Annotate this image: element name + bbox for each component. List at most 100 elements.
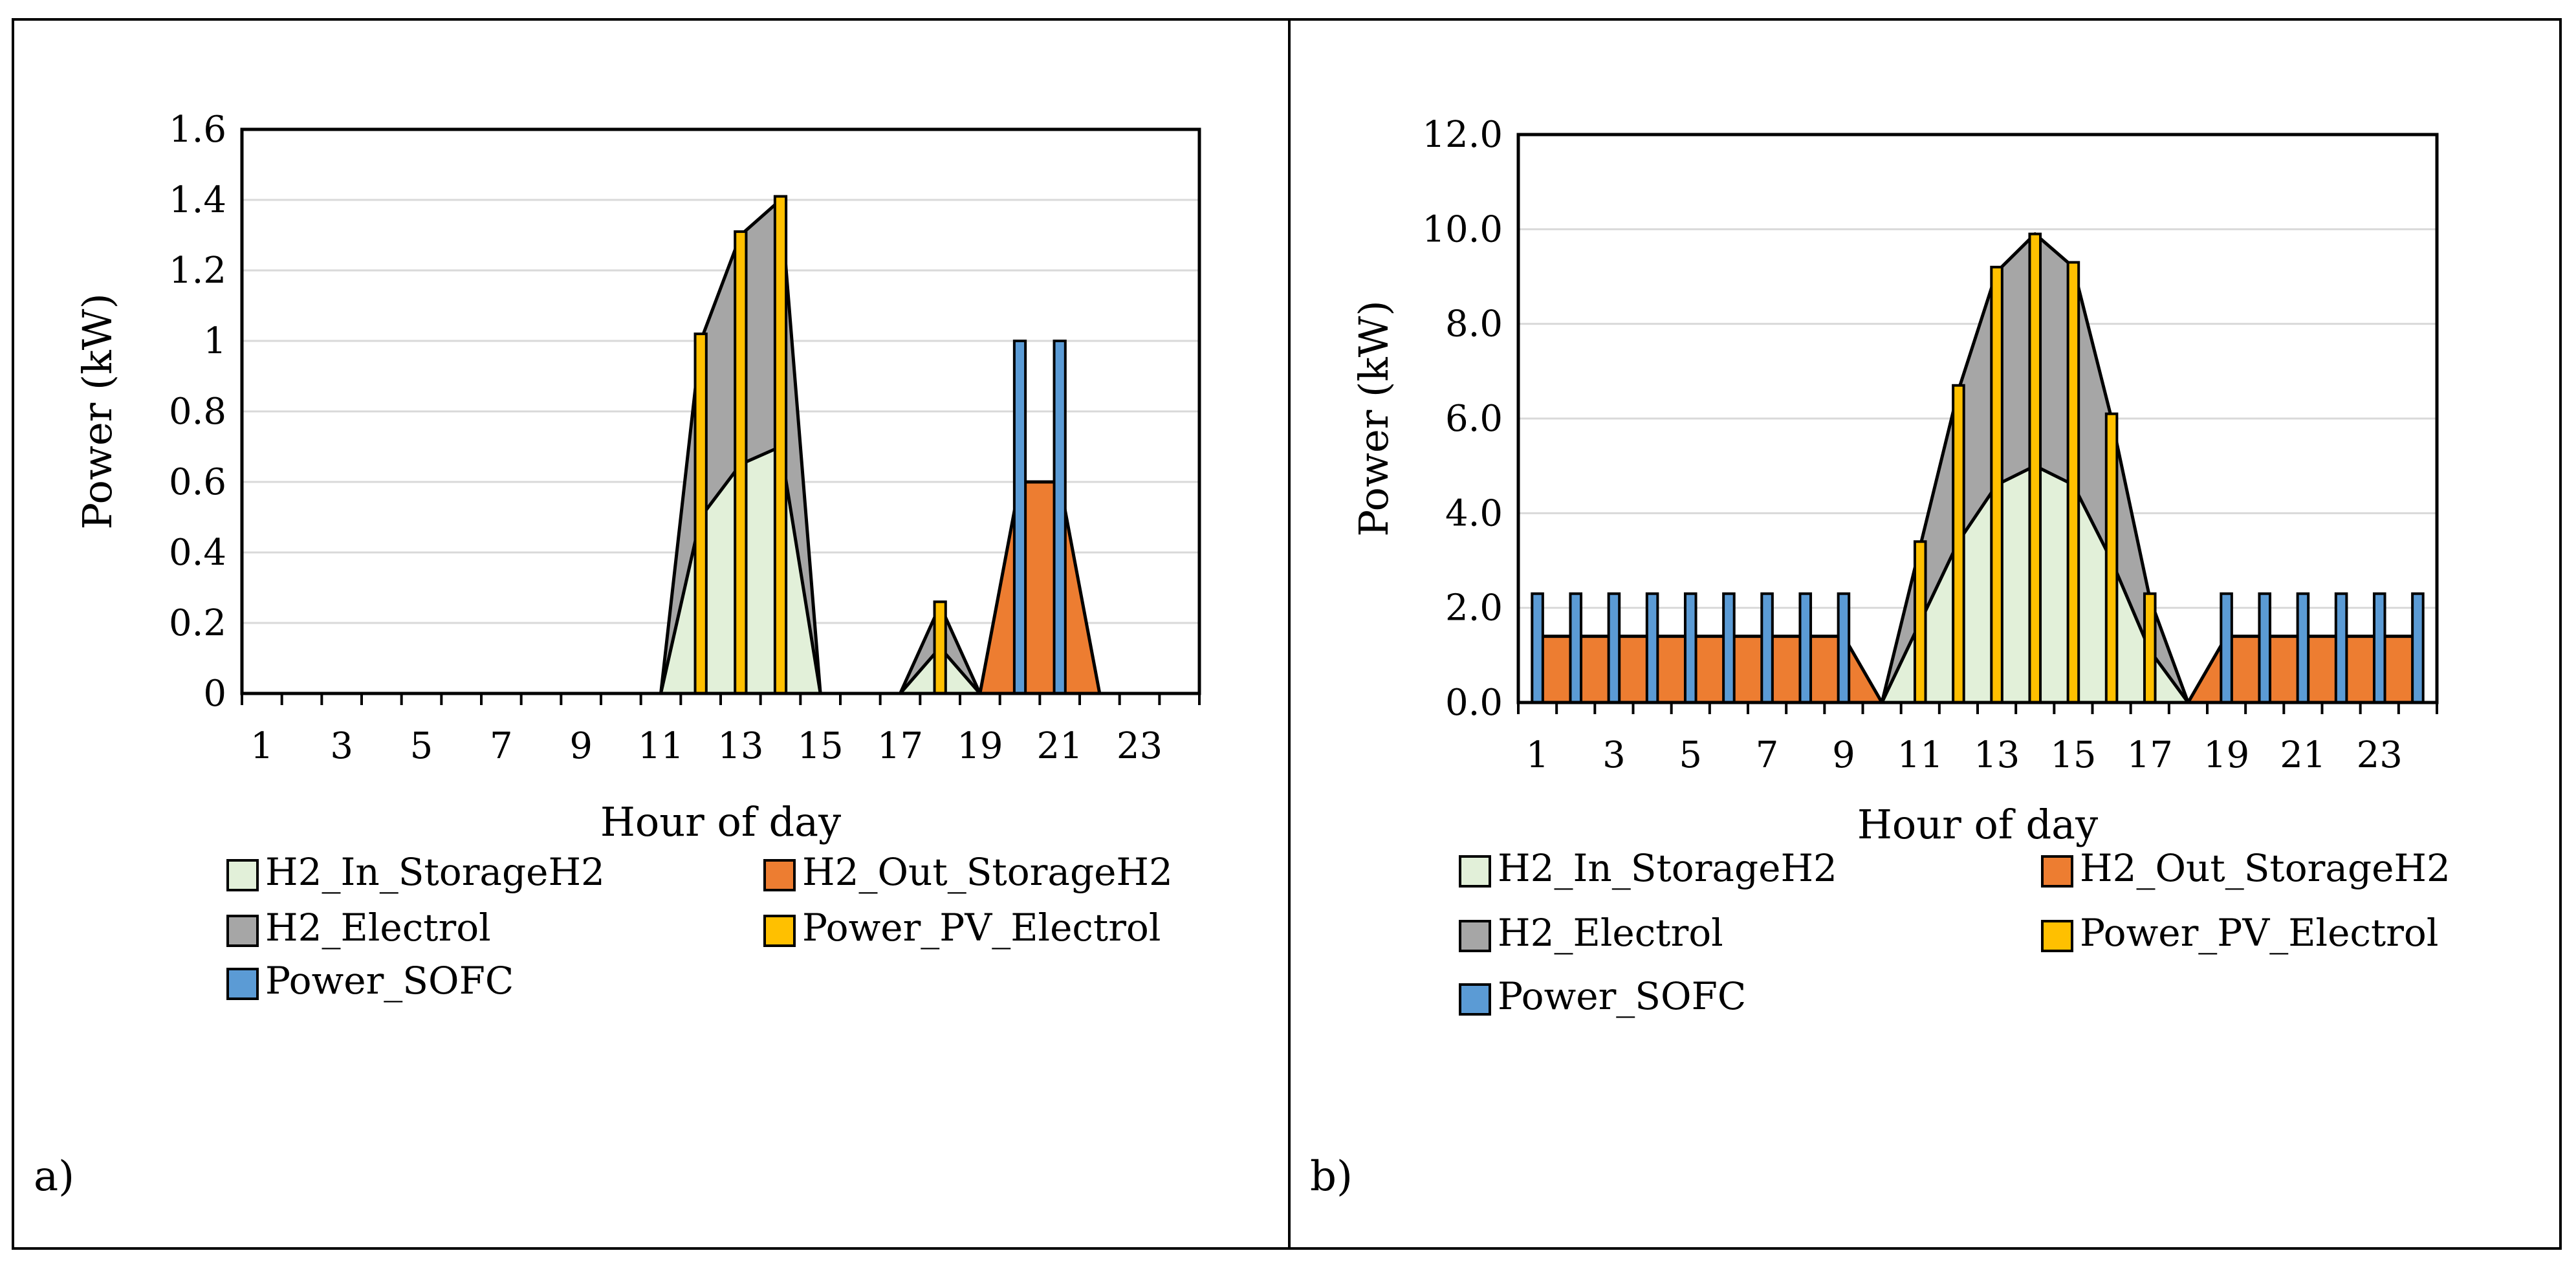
chart-a-y-tick-label: 0.4 — [169, 532, 226, 574]
chart-b-bar-power-pv-electrol — [2066, 261, 2080, 704]
chart-b-legend-label: Power_PV_Electrol — [2080, 911, 2438, 955]
chart-a-y-tick-label: 0.6 — [169, 461, 226, 503]
chart-a-legend-item: H2_Electrol — [226, 906, 491, 950]
panel-divider — [1288, 18, 1291, 1250]
chart-b-legend-swatch — [1459, 855, 1491, 888]
chart-a-legend-swatch — [226, 915, 259, 947]
chart-b-bar-power-pv-electrol — [1990, 265, 2003, 704]
chart-a-x-tick-label: 21 — [1037, 725, 1083, 767]
chart-b-bar-power-sofc — [1760, 592, 1774, 704]
chart-b-legend-label: H2_Electrol — [1498, 911, 1723, 955]
chart-b-bar-power-sofc — [1531, 592, 1544, 704]
chart-b-bar-power-pv-electrol — [1952, 384, 1965, 704]
chart-b-y-axis-title: Power (kW) — [1350, 300, 1397, 536]
chart-a-x-tick-label: 5 — [410, 725, 433, 767]
chart-a-legend-label: Power_SOFC — [265, 959, 514, 1003]
chart-a-y-tick-label: 1.4 — [169, 179, 226, 221]
figure-frame — [12, 18, 2562, 1250]
chart-b-legend-item: Power_SOFC — [1459, 974, 1746, 1018]
chart-b-bar-power-pv-electrol — [2104, 412, 2119, 704]
chart-b-y-tick-label: 2.0 — [1445, 587, 1503, 629]
chart-b-x-tick-label: 7 — [1756, 734, 1779, 776]
chart-a-bar-power-pv-electrol — [933, 600, 947, 695]
chart-b-bar-power-sofc — [2372, 592, 2386, 704]
chart-b-legend-swatch — [1459, 920, 1491, 952]
chart-b-x-tick-label: 21 — [2280, 734, 2326, 776]
chart-b-x-tick-label: 9 — [1832, 734, 1855, 776]
chart-b-legend-label: H2_Out_StorageH2 — [2080, 846, 2450, 890]
chart-b-legend-item: Power_PV_Electrol — [2041, 911, 2438, 955]
chart-a-y-tick-label: 1.2 — [169, 250, 226, 292]
chart-a-x-axis-title: Hour of day — [600, 798, 841, 845]
chart-a-legend-item: H2_Out_StorageH2 — [763, 850, 1173, 894]
chart-b-legend-swatch — [1459, 983, 1491, 1016]
chart-a-x-tick-label: 23 — [1117, 725, 1162, 767]
chart-b-x-tick-label: 11 — [1897, 734, 1943, 776]
chart-a-x-tick-label: 3 — [330, 725, 353, 767]
chart-b-x-tick-label: 15 — [2050, 734, 2096, 776]
chart-b-legend-swatch — [2041, 920, 2073, 952]
chart-a-x-tick-label: 13 — [717, 725, 763, 767]
chart-b-legend-label: Power_SOFC — [1498, 974, 1746, 1018]
chart-b-x-tick-label: 3 — [1602, 734, 1626, 776]
chart-a-x-tick-label: 11 — [638, 725, 684, 767]
chart-a-legend-label: H2_Electrol — [265, 906, 491, 950]
chart-a-y-tick-label: 0.2 — [169, 602, 226, 644]
chart-a-legend-swatch — [226, 859, 259, 891]
chart-b-y-tick-label: 6.0 — [1445, 398, 1503, 440]
chart-b-bar-power-sofc — [1683, 592, 1697, 704]
chart-b-bar-power-sofc — [1837, 592, 1851, 704]
chart-a-x-tick-label: 9 — [569, 725, 593, 767]
chart-a-legend-item: Power_SOFC — [226, 959, 514, 1003]
chart-b-x-tick-label: 1 — [1526, 734, 1549, 776]
chart-a-legend-item: H2_In_StorageH2 — [226, 850, 605, 894]
chart-b-legend-swatch — [2041, 855, 2073, 888]
chart-a-bar-power-sofc — [1012, 340, 1027, 695]
chart-b-x-tick-label: 19 — [2203, 734, 2249, 776]
chart-a-legend-swatch — [763, 859, 796, 891]
chart-a-x-tick-label: 19 — [957, 725, 1003, 767]
chart-panel-b: 0.0 2.0 4.0 6.0 8.0 10.0 12.0 1 3 5 7 9 11 13 15 17 19 21… — [1291, 21, 2559, 1247]
chart-b-bar-power-sofc — [2220, 592, 2233, 704]
chart-b-y-tick-label: 12.0 — [1422, 114, 1503, 156]
chart-b-bar-power-pv-electrol — [1913, 540, 1927, 704]
chart-b-bar-power-sofc — [1607, 592, 1621, 704]
chart-b-legend-item: H2_In_StorageH2 — [1459, 846, 1837, 890]
chart-b-x-tick-label: 17 — [2127, 734, 2173, 776]
chart-a-y-tick-label: 1 — [203, 320, 226, 362]
chart-a-legend-swatch — [763, 915, 796, 947]
chart-a-y-axis-title: Power (kW) — [74, 293, 121, 529]
chart-panel-a: 0 0.2 0.4 0.6 0.8 1 1.2 1.4 1.6 1 3 5 7 9 11 13 15 17 19 21… — [14, 21, 1288, 1247]
chart-a-y-tick-label: 0 — [203, 673, 226, 715]
chart-b-bar-power-sofc — [2258, 592, 2272, 704]
chart-a-y-tick-label: 0.8 — [169, 391, 226, 433]
chart-a-x-tick-label: 17 — [877, 725, 923, 767]
chart-b-legend-item: H2_Out_StorageH2 — [2041, 846, 2450, 890]
chart-a-y-tick-label: 1.6 — [169, 109, 226, 151]
chart-b-bar-power-sofc — [2296, 592, 2310, 704]
chart-a-x-tick-label: 1 — [250, 725, 274, 767]
chart-b-bar-power-sofc — [2411, 592, 2425, 704]
chart-b-bar-power-sofc — [2334, 592, 2348, 704]
chart-a-bar-power-pv-electrol — [693, 332, 708, 695]
chart-b-bar-power-sofc — [1645, 592, 1659, 704]
chart-b-bar-power-pv-electrol — [2143, 592, 2157, 704]
chart-b-y-tick-label: 8.0 — [1445, 303, 1503, 345]
chart-b-legend-label: H2_In_StorageH2 — [1498, 846, 1837, 890]
chart-b-legend-item: H2_Electrol — [1459, 911, 1723, 955]
chart-b-bar-power-pv-electrol — [2028, 232, 2042, 704]
chart-a-legend-swatch — [226, 968, 259, 1000]
chart-a-bar-power-pv-electrol — [734, 230, 748, 695]
chart-b-x-axis-title: Hour of day — [1857, 801, 2098, 848]
chart-a-legend-label: Power_PV_Electrol — [802, 906, 1161, 950]
chart-a-legend-label: H2_Out_StorageH2 — [802, 850, 1173, 894]
chart-b-x-tick-label: 13 — [1974, 734, 2020, 776]
chart-b-bar-power-sofc — [1798, 592, 1813, 704]
chart-b-panel-label: b) — [1310, 1153, 1353, 1201]
chart-b-bar-power-sofc — [1722, 592, 1736, 704]
chart-b-bar-power-sofc — [1569, 592, 1583, 704]
chart-b-svg: 0.02.04.06.08.010.012.01 3 5 7 9 11 13 15 17 19 21… — [1310, 114, 2450, 1201]
chart-a-bar-power-sofc — [1053, 340, 1067, 695]
chart-b-x-tick-label: 23 — [2357, 734, 2403, 776]
chart-a-bar-power-pv-electrol — [773, 195, 788, 695]
